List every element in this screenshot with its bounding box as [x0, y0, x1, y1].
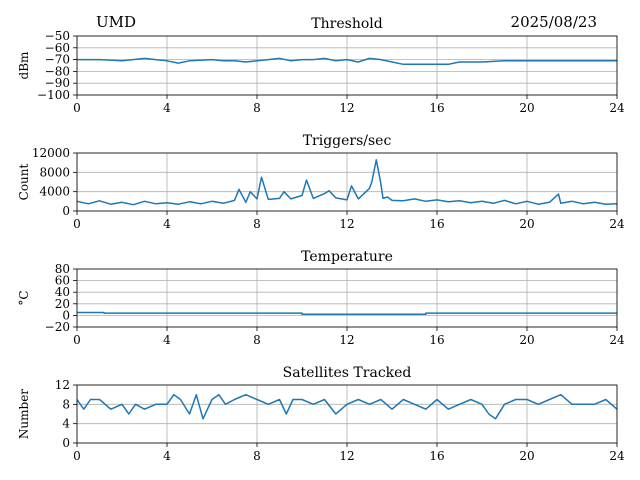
chart-title: Temperature	[301, 249, 393, 265]
x-tick-label: 16	[429, 333, 444, 347]
y-tick-label: 20	[55, 297, 70, 311]
x-tick-label: 8	[253, 449, 261, 463]
x-tick-label: 0	[73, 101, 81, 115]
x-tick-label: 24	[609, 217, 625, 231]
x-tick-label: 0	[73, 217, 81, 231]
x-tick-label: 8	[253, 333, 261, 347]
x-tick-label: 24	[609, 101, 625, 115]
x-tick-label: 12	[339, 333, 354, 347]
y-tick-label: 4	[62, 417, 70, 431]
y-tick-label: 12	[55, 378, 70, 392]
y-tick-label: 0	[62, 308, 70, 322]
chart-panel-4: 0 4 8 12 16 20 24 0 4 8 12 Satellites Tracked Number	[17, 365, 625, 463]
x-tick-label: 20	[519, 333, 534, 347]
y-tick-label: 40	[55, 285, 70, 299]
y-tick-label: 12000	[32, 146, 70, 160]
x-tick-label: 20	[519, 101, 534, 115]
y-axis-label: °C	[17, 290, 31, 305]
x-tick-label: 0	[73, 333, 81, 347]
x-tick-label: 4	[163, 217, 171, 231]
x-tick-label: 8	[253, 217, 261, 231]
x-tick-label: 4	[163, 449, 171, 463]
y-tick-label: −50	[45, 29, 70, 43]
y-tick-label: 4000	[39, 185, 70, 199]
x-tick-label: 24	[609, 449, 625, 463]
x-tick-label: 20	[519, 217, 534, 231]
y-tick-label: 80	[55, 262, 70, 276]
station-label: UMD	[96, 13, 136, 31]
y-tick-label: −90	[45, 76, 70, 90]
chart-panel-2: 0 4 8 12 16 20 24 0 4000 8000 12000 Triggers/sec Cou…	[17, 133, 625, 231]
y-tick-label: 60	[55, 274, 70, 288]
date-label: 2025/08/23	[511, 13, 597, 31]
y-tick-label: 8000	[39, 165, 70, 179]
x-tick-label: 16	[429, 101, 444, 115]
x-tick-label: 8	[253, 101, 261, 115]
chart-title: Threshold	[311, 16, 382, 32]
chart-panel-1: 0 4 8 12 16 20 24 −50−60−70−80−90−100 Threshold d…	[17, 16, 625, 115]
y-axis-label: Count	[17, 163, 31, 200]
x-tick-label: 4	[163, 333, 171, 347]
y-tick-label: −60	[45, 41, 70, 55]
y-axis-label: Number	[17, 389, 31, 439]
data-series-line	[76, 159, 618, 206]
data-series-line	[77, 57, 617, 66]
y-axis-label: dBm	[17, 51, 31, 80]
x-tick-label: 24	[609, 333, 625, 347]
y-tick-label: −80	[45, 64, 70, 78]
chart-title: Satellites Tracked	[283, 365, 412, 381]
x-tick-label: 12	[339, 449, 354, 463]
y-tick-label: 0	[62, 204, 70, 218]
data-series-line	[76, 393, 618, 420]
y-tick-label: 0	[62, 436, 70, 450]
y-tick-label: −20	[45, 320, 70, 334]
x-tick-label: 0	[73, 449, 81, 463]
y-tick-label: −100	[37, 88, 70, 102]
chart-title: Triggers/sec	[303, 133, 392, 149]
x-tick-label: 4	[163, 101, 171, 115]
x-tick-label: 16	[429, 217, 444, 231]
x-tick-label: 16	[429, 449, 444, 463]
data-series-line	[77, 311, 617, 315]
x-tick-label: 20	[519, 449, 534, 463]
x-tick-label: 12	[339, 101, 354, 115]
x-tick-label: 12	[339, 217, 354, 231]
y-tick-label: −70	[45, 53, 70, 67]
y-tick-label: 8	[62, 397, 70, 411]
